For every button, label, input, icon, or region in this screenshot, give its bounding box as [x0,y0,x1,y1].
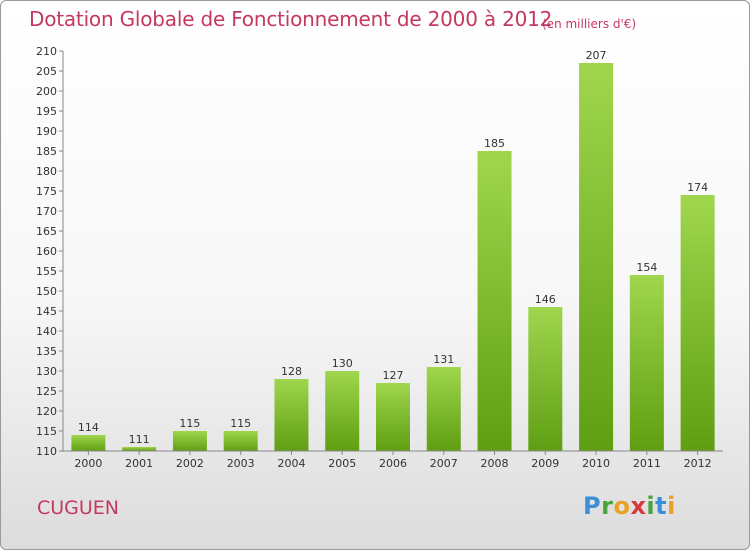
y-tick-label: 150 [36,285,57,298]
proxiti-logo: Proxiti [583,492,676,520]
bar [477,151,512,451]
logo-letter: P [583,492,602,520]
logo-letter: i [667,492,676,520]
x-tick-label: 2002 [176,457,204,470]
bar [274,379,309,451]
y-axis: 110 115 120 125 130 135 140 145 150 155 160 165 170 1… [36,45,64,458]
bar-value-label: 127 [383,369,404,382]
x-tick-label: 2006 [379,457,407,470]
y-tick-label: 130 [36,365,57,378]
bar-value-label: 130 [332,357,353,370]
y-tick-label: 135 [36,345,57,358]
bar [579,63,614,451]
y-tick-label: 110 [36,445,57,458]
bar [376,383,410,451]
bar [122,447,157,451]
y-tick-label: 125 [36,385,57,398]
x-tick-label: 2008 [481,457,509,470]
bar-value-label: 111 [129,433,150,446]
y-tick-label: 200 [36,85,57,98]
y-tick-label: 175 [36,185,57,198]
bar-value-label: 146 [535,293,556,306]
logo-letter: t [655,492,668,520]
x-tick-label: 2005 [328,457,356,470]
bars: 114 111 115 115 128 130 127 131 185 146 207 154 174 [71,49,715,451]
bar-value-label: 115 [230,417,251,430]
y-tick-label: 210 [36,45,57,58]
chart-unit: (en milliers d'€) [542,17,637,31]
x-axis: 2000 2001 2002 2003 2004 2005 2006 2007 2008 2009… [63,450,723,470]
y-tick-label: 160 [36,245,57,258]
y-tick-label: 140 [36,325,57,338]
bar-value-label: 154 [636,261,657,274]
bar [223,431,258,451]
x-tick-label: 2004 [277,457,305,470]
logo-letter: r [601,492,614,520]
bar [629,275,664,451]
bar-value-label: 207 [586,49,607,62]
x-tick-label: 2000 [74,457,102,470]
bar-value-label: 185 [484,137,505,150]
x-tick-label: 2001 [125,457,153,470]
x-tick-label: 2011 [633,457,661,470]
chart-title: Dotation Globale de Fonctionnement de 20… [29,7,553,31]
bar [426,367,461,451]
bar [71,435,106,451]
logo-letter: o [613,492,631,520]
y-tick-label: 155 [36,265,57,278]
x-tick-label: 2012 [684,457,712,470]
logo-letter: x [630,492,647,520]
bar [680,195,715,451]
y-tick-label: 180 [36,165,57,178]
x-tick-label: 2003 [227,457,255,470]
logo-letter: i [646,492,656,520]
y-tick-label: 205 [36,65,57,78]
bar-value-label: 131 [433,353,454,366]
bar [325,371,360,451]
y-tick-label: 120 [36,405,57,418]
y-tick-label: 115 [36,425,57,438]
y-tick-label: 195 [36,105,57,118]
bar-value-label: 115 [179,417,200,430]
y-tick-label: 170 [36,205,57,218]
bar-value-label: 114 [78,421,99,434]
y-tick-label: 190 [36,125,57,138]
y-tick-label: 165 [36,225,57,238]
bar-value-label: 174 [687,181,708,194]
y-tick-label: 145 [36,305,57,318]
x-tick-label: 2007 [430,457,458,470]
bar-value-label: 128 [281,365,302,378]
bar [172,431,207,451]
y-tick-label: 185 [36,145,57,158]
x-tick-label: 2009 [531,457,559,470]
commune-name: CUGUEN [37,497,120,519]
bar [528,307,563,451]
x-tick-label: 2010 [582,457,610,470]
